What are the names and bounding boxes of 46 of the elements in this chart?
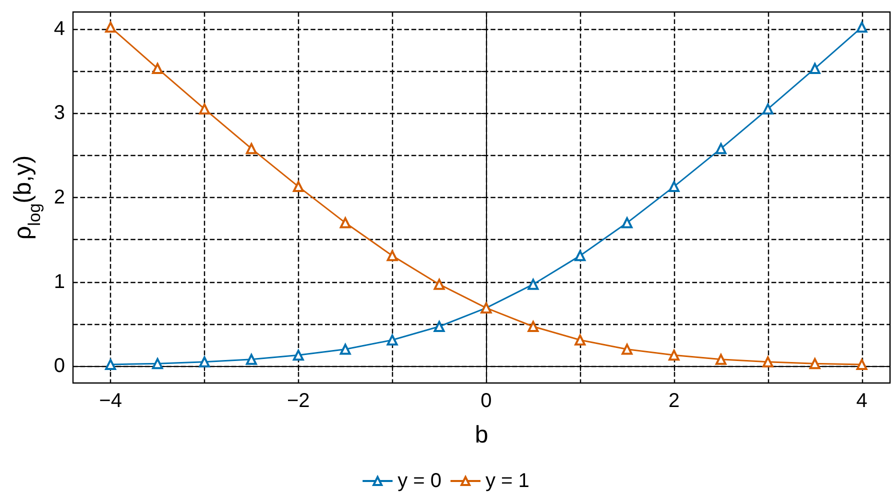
point: [386, 334, 398, 346]
point: [152, 62, 164, 74]
point: [809, 358, 820, 370]
point: [622, 344, 633, 355]
point: [152, 358, 164, 370]
point: [292, 181, 304, 192]
point: [809, 62, 820, 74]
point: [574, 250, 586, 262]
point: [434, 321, 445, 332]
point: [386, 250, 398, 262]
point: [668, 181, 680, 192]
x-tick-label: 0: [480, 390, 492, 412]
point: [715, 143, 726, 154]
point: [574, 334, 586, 346]
point: [762, 356, 774, 368]
x-tick-label: −4: [99, 390, 122, 412]
y-axis-title: ρlog(b,y): [9, 155, 44, 240]
legend-label: y = 1: [486, 470, 530, 492]
point: [715, 354, 726, 365]
point: [762, 103, 774, 114]
legend-label: y = 0: [398, 470, 442, 492]
point: [340, 217, 351, 228]
x-axis-title: b: [474, 422, 488, 448]
point: [105, 22, 116, 33]
point: [528, 321, 539, 332]
point: [856, 358, 868, 370]
point: [668, 350, 680, 361]
y-tick-label: 2: [54, 186, 65, 208]
y-tick-label: 1: [54, 270, 65, 293]
point: [528, 278, 539, 290]
y-tick-label: 0: [54, 355, 65, 378]
point: [434, 278, 445, 290]
y-tick-label: 3: [54, 102, 65, 124]
point: [856, 22, 868, 33]
point: [246, 143, 257, 154]
x-tick-label: 2: [668, 390, 680, 412]
point: [246, 354, 257, 365]
point: [292, 350, 304, 361]
point: [340, 344, 351, 355]
point: [622, 217, 633, 228]
x-tick-label: −2: [286, 390, 310, 412]
x-tick-label: 4: [856, 390, 868, 412]
point: [198, 356, 210, 368]
y-tick-label: 4: [54, 18, 65, 40]
point: [105, 358, 116, 370]
point: [198, 103, 210, 114]
